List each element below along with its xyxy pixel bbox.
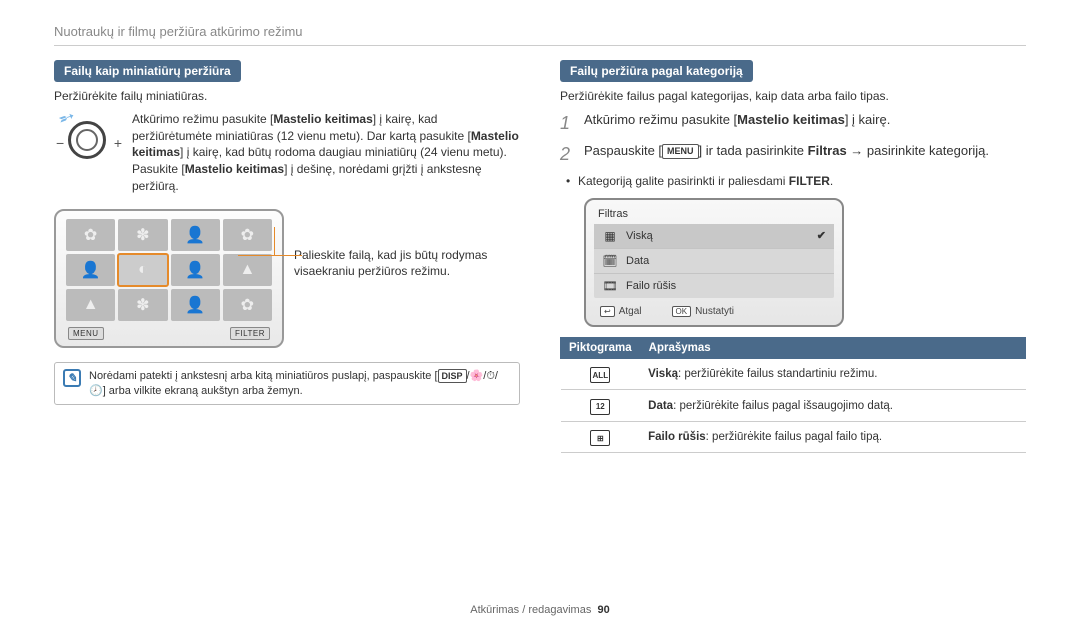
step-2: 2 Paspauskite [MENU] ir tada pasirinkite… (560, 142, 1026, 167)
zoom-dial-icon: ➵ − + (54, 111, 120, 167)
filter-item-all[interactable]: ▦ Viską ✔ (594, 224, 834, 249)
thumb-cell[interactable]: ✽ (118, 219, 167, 251)
filter-back-button[interactable]: ↩ Atgal (600, 306, 642, 317)
table-row: ALL Viską: peržiūrėkite failus standarti… (561, 358, 1026, 390)
calendar-icon: 🗓 (602, 254, 618, 268)
right-column: Failų peržiūra pagal kategoriją Peržiūrė… (560, 60, 1026, 453)
thumb-cell[interactable]: ✿ (66, 219, 115, 251)
thumb-cell[interactable]: ▲ (223, 254, 272, 286)
note-box: ✎ Norėdami patekti į ankstesnį arba kitą… (54, 362, 520, 406)
table-header-desc: Aprašymas (640, 337, 1025, 358)
filter-item-label: Viską (626, 230, 653, 242)
filter-screen: Filtras ▦ Viską ✔ 🗓 Data 🎞 Failo rūšis (584, 198, 844, 327)
thumb-cell[interactable]: ▲ (66, 289, 115, 321)
row-icon-type: ⊞ (590, 430, 610, 446)
right-section-tab: Failų peržiūra pagal kategoriją (560, 60, 753, 82)
note-text: Norėdami patekti į ankstesnį arba kitą m… (89, 369, 511, 399)
filter-item-date[interactable]: 🗓 Data (594, 249, 834, 274)
row-icon-all: ALL (590, 367, 610, 383)
filter-item-label: Failo rūšis (626, 280, 676, 292)
note-icon: ✎ (63, 369, 81, 387)
thumb-menu-button[interactable]: MENU (68, 327, 104, 340)
thumb-cell[interactable]: ✽ (118, 289, 167, 321)
step-bullet: Kategoriją galite pasirinkti ir paliesda… (560, 173, 1026, 190)
thumb-cell-selected[interactable]: ◐ (118, 254, 167, 286)
thumb-cell[interactable]: 👤 (171, 289, 220, 321)
thumb-callout: Palieskite failą, kad jis būtų rodymas v… (294, 195, 520, 279)
thumb-cell[interactable]: 👤 (171, 219, 220, 251)
ok-key-icon: OK (672, 306, 692, 317)
back-key-icon: ↩ (600, 306, 615, 317)
filter-item-label: Data (626, 255, 649, 267)
thumb-cell[interactable]: 👤 (66, 254, 115, 286)
thumb-filter-button[interactable]: FILTER (230, 327, 270, 340)
all-icon: ▦ (602, 229, 618, 243)
filter-item-type[interactable]: 🎞 Failo rūšis (594, 274, 834, 298)
left-column: Failų kaip miniatiūrų peržiūra Peržiūrėk… (54, 60, 520, 453)
dial-instruction-text: Atkūrimo režimu pasukite [Mastelio keiti… (132, 111, 520, 195)
table-header-icon: Piktograma (561, 337, 641, 358)
thumb-cell[interactable]: ✿ (223, 289, 272, 321)
disp-key-icon: DISP (438, 369, 467, 383)
filetype-icon: 🎞 (602, 279, 618, 293)
right-intro: Peržiūrėkite failus pagal kategorijas, k… (560, 88, 1026, 105)
filter-ok-button[interactable]: OK Nustatyti (672, 306, 734, 317)
menu-key-icon: MENU (662, 144, 699, 159)
left-section-tab: Failų kaip miniatiūrų peržiūra (54, 60, 241, 82)
page-header-title: Nuotraukų ir filmų peržiūra atkūrimo rež… (54, 24, 1026, 39)
page-footer: Atkūrimas / redagavimas 90 (0, 604, 1080, 616)
thumb-cell[interactable]: 👤 (171, 254, 220, 286)
table-row: 12 Data: peržiūrėkite failus pagal išsau… (561, 390, 1026, 422)
filter-panel-title: Filtras (594, 206, 834, 222)
check-icon: ✔ (817, 229, 826, 242)
step-1: 1 Atkūrimo režimu pasukite [Mastelio kei… (560, 111, 1026, 136)
header-divider (54, 45, 1026, 46)
left-intro: Peržiūrėkite failų miniatiūras. (54, 88, 520, 105)
description-table: Piktograma Aprašymas ALL Viską: peržiūrė… (560, 337, 1026, 454)
row-icon-date: 12 (590, 399, 610, 415)
table-row: ⊞ Failo rūšis: peržiūrėkite failus pagal… (561, 421, 1026, 453)
